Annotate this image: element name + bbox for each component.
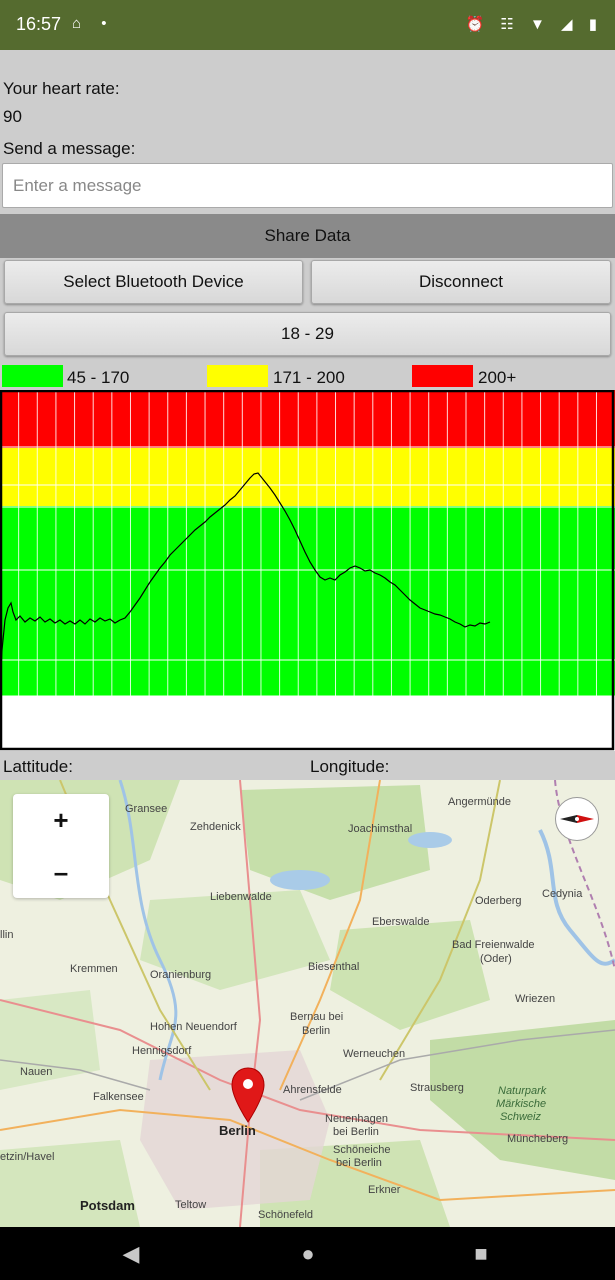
location-marker-icon[interactable] — [230, 1066, 266, 1124]
map-place-label: Joachimsthal — [348, 823, 412, 835]
map-place-label: Berlin — [219, 1123, 256, 1138]
legend-swatch-yellow — [207, 365, 268, 387]
zoom-controls: + – — [13, 794, 109, 898]
select-bluetooth-device-button[interactable]: Select Bluetooth Device — [4, 260, 303, 304]
map-place-label: Angermünde — [448, 796, 511, 808]
map-place-label: Oderberg — [475, 895, 521, 907]
map-place-label: Nauen — [20, 1066, 52, 1078]
map-place-label: Hennigsdorf — [132, 1045, 192, 1057]
map-place-label: bei Berlin — [336, 1157, 382, 1169]
map-place-label: Ahrensfelde — [283, 1084, 342, 1096]
map-place-label: Zehdenick — [190, 821, 241, 833]
chart-border — [0, 389, 615, 751]
map-place-label: Strausberg — [410, 1082, 464, 1094]
map-place-label: Liebenwalde — [210, 891, 272, 903]
map-place-label: Bad Freienwalde — [452, 939, 535, 951]
heart-rate-chart — [0, 389, 615, 751]
zone-red — [0, 390, 615, 448]
home-icon[interactable]: ● — [301, 1241, 315, 1266]
map-place-label: Werneuchen — [343, 1048, 405, 1060]
message-input[interactable] — [2, 163, 613, 208]
message-label: Send a message: — [3, 139, 136, 158]
zoom-out-button[interactable]: – — [53, 857, 69, 887]
compass-icon[interactable] — [555, 797, 599, 841]
map-place-label: Märkische — [496, 1098, 546, 1110]
map-place-label: Schweiz — [500, 1111, 541, 1123]
navigation-bar: ◀ ● ■ — [0, 1227, 615, 1280]
heart-rate-value: 90 — [3, 107, 22, 126]
map-place-label: Berlin — [302, 1025, 330, 1037]
legend-label-green: 45 - 170 — [67, 368, 130, 387]
status-bar: 16:57 ⌂ • ⏰ ☷ ▼ ◢ ▮ — [0, 0, 615, 50]
age-range-button[interactable]: 18 - 29 — [4, 312, 611, 356]
heart-rate-label: Your heart rate: — [3, 79, 120, 98]
map-place-label: Teltow — [175, 1199, 206, 1211]
map-place-label: Wriezen — [515, 993, 555, 1005]
map-place-label: Erkner — [368, 1184, 401, 1196]
disconnect-button[interactable]: Disconnect — [311, 260, 611, 304]
system-status-icons: ⏰ ☷ ▼ ◢ ▮ — [465, 16, 603, 33]
map-place-label: Neuenhagen — [325, 1113, 388, 1125]
zone-green — [0, 506, 615, 696]
map-place-label: Bernau bei — [290, 1011, 343, 1023]
map-place-label: llin — [0, 929, 13, 941]
map-place-label: Gransee — [125, 803, 167, 815]
map-place-label: (Oder) — [480, 953, 512, 965]
status-time: 16:57 — [16, 14, 62, 34]
legend-swatch-green — [2, 365, 63, 387]
legend-label-yellow: 171 - 200 — [273, 368, 345, 387]
map-place-label: Oranienburg — [150, 969, 211, 981]
map-place-label: Naturpark — [498, 1085, 547, 1097]
map-place-label: bei Berlin — [333, 1126, 379, 1138]
heart-rate-line — [0, 472, 491, 691]
map-place-label: Kremmen — [70, 963, 118, 975]
map-place-label: Falkensee — [93, 1091, 144, 1103]
map-place-label: etzin/Havel — [0, 1151, 54, 1163]
map-place-label: Eberswalde — [372, 916, 429, 928]
latitude-label: Lattitude: — [3, 757, 73, 776]
back-icon[interactable]: ◀ — [122, 1241, 140, 1266]
map-place-label: Schöneiche — [333, 1144, 391, 1156]
legend-label-red: 200+ — [478, 368, 517, 387]
legend-swatch-red — [412, 365, 473, 387]
map-place-label: Müncheberg — [507, 1133, 568, 1145]
map-place-label: Cedynia — [542, 888, 583, 900]
notification-icons: ⌂ • — [72, 15, 115, 32]
heart-rate-chart-svg — [0, 389, 615, 751]
zone-yellow — [0, 448, 615, 506]
recents-icon[interactable]: ■ — [474, 1241, 488, 1266]
map-place-label: Potsdam — [80, 1198, 135, 1213]
map-place-label: Hohen Neuendorf — [150, 1021, 238, 1033]
zoom-in-button[interactable]: + — [53, 805, 69, 835]
share-data-button[interactable]: Share Data — [0, 214, 615, 258]
map-place-label: Schönefeld — [258, 1209, 313, 1221]
map-place-label: Biesenthal — [308, 961, 359, 973]
longitude-label: Longitude: — [310, 757, 390, 776]
